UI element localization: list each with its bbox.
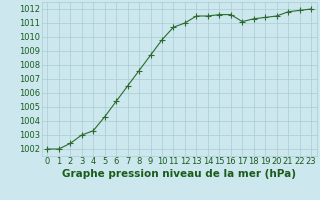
X-axis label: Graphe pression niveau de la mer (hPa): Graphe pression niveau de la mer (hPa) <box>62 169 296 179</box>
